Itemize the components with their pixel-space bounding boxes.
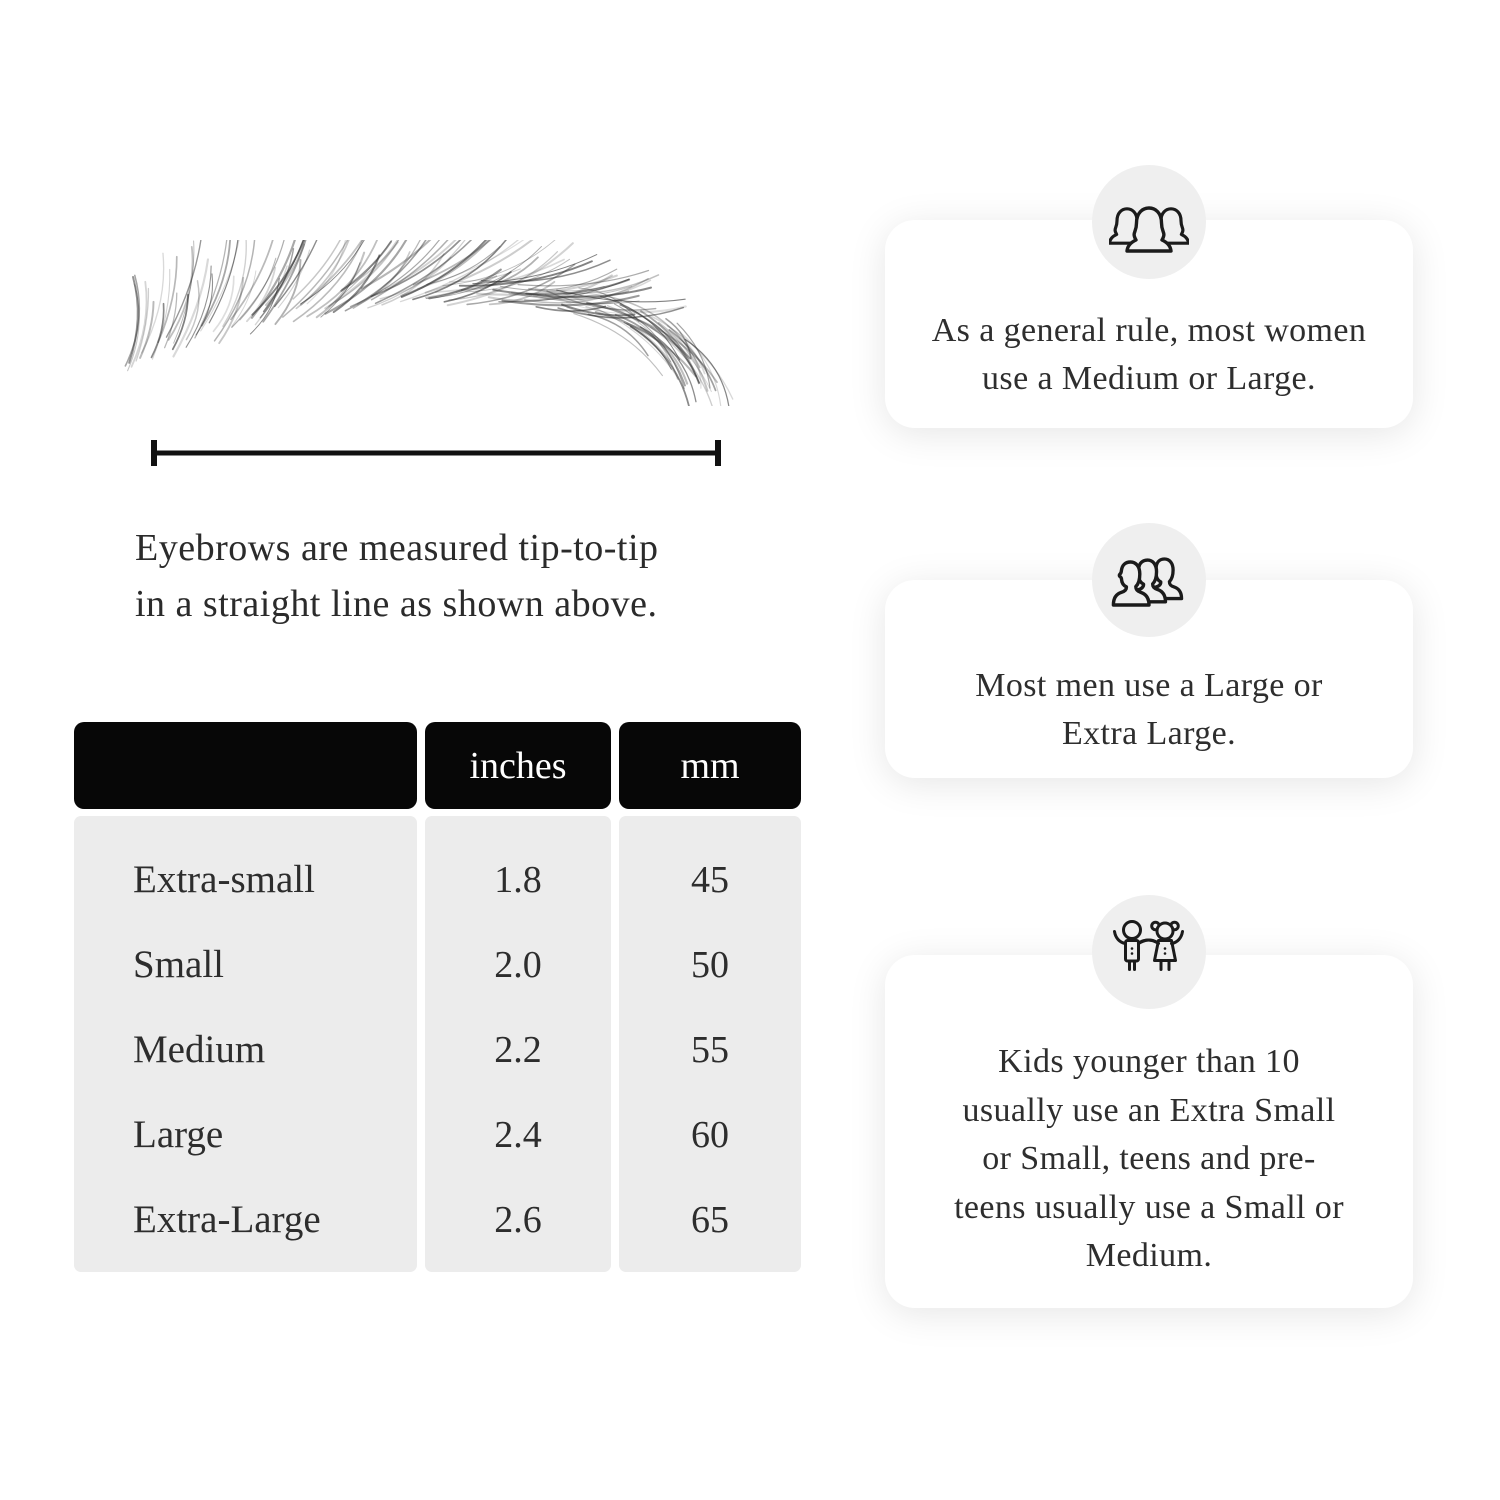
kids-icon-circle: [1092, 895, 1206, 1009]
eyebrow-illustration: [124, 240, 734, 406]
inches-value: 2.6: [494, 1198, 542, 1241]
table-header-inches: inches: [425, 722, 611, 809]
info-card-kids: Kids younger than 10 usually use an Extr…: [885, 955, 1413, 1308]
kids-icon: [1113, 920, 1184, 971]
caption-line-1: Eyebrows are measured tip-to-tip: [135, 527, 659, 569]
men-group-icon: [1111, 557, 1184, 607]
size-table: inches mm Extra-small Small Medium Large…: [74, 722, 801, 1272]
table-header-blank: [74, 722, 417, 809]
inches-value: 2.2: [494, 1028, 542, 1071]
kids-card-text: Kids younger than 10 usually use an Extr…: [954, 1043, 1344, 1275]
table-header-mm: mm: [619, 722, 801, 809]
men-card-text: Most men use a Large or Extra Large.: [975, 666, 1323, 753]
size-label: Small: [133, 943, 225, 986]
caption-line-2: in a straight line as shown above.: [135, 583, 658, 625]
size-table-body: Extra-small Small Medium Large Extra-Lar…: [74, 816, 801, 1272]
size-label: Medium: [133, 1028, 266, 1071]
mm-value: 50: [691, 943, 729, 986]
size-table-header-row: inches mm: [74, 722, 801, 809]
men-icon-circle: [1092, 523, 1206, 637]
mm-value: 55: [691, 1028, 729, 1071]
inches-value: 2.0: [494, 943, 542, 986]
mm-value: 65: [691, 1198, 729, 1241]
inches-value: 2.4: [494, 1113, 542, 1156]
mm-value: 45: [691, 858, 729, 901]
size-label: Large: [133, 1113, 224, 1156]
inches-value: 1.8: [494, 858, 542, 901]
table-column-mm: 45 50 55 60 65: [619, 816, 801, 1272]
size-label: Extra-small: [133, 858, 315, 901]
mm-value: 60: [691, 1113, 729, 1156]
women-icon-circle: [1092, 165, 1206, 279]
measurement-line: [151, 440, 721, 466]
women-group-icon: [1109, 206, 1189, 253]
table-column-sizes: Extra-small Small Medium Large Extra-Lar…: [74, 816, 417, 1272]
table-column-inches: 1.8 2.0 2.2 2.4 2.6: [425, 816, 611, 1272]
women-card-text: As a general rule, most women use a Medi…: [931, 311, 1367, 398]
measurement-caption: Eyebrows are measured tip-to-tip in a st…: [135, 520, 775, 632]
size-label: Extra-Large: [133, 1198, 321, 1241]
